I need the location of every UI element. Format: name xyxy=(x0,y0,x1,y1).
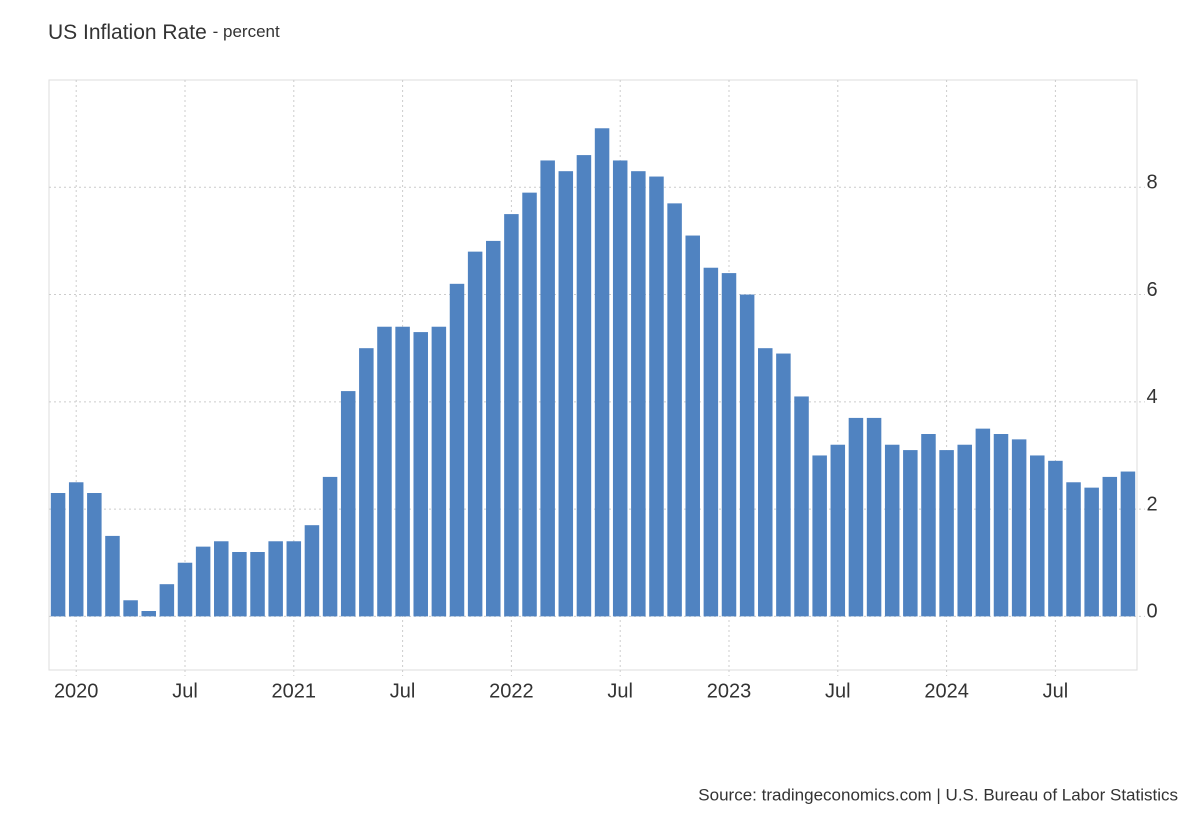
bar xyxy=(558,171,574,617)
bar xyxy=(794,396,809,617)
bar xyxy=(957,444,972,617)
bar xyxy=(1048,460,1063,617)
bar xyxy=(649,176,664,617)
x-tick-label: 2022 xyxy=(489,680,534,702)
bar xyxy=(1084,487,1099,617)
bar xyxy=(739,294,755,617)
bar xyxy=(195,546,211,617)
bar xyxy=(232,552,247,617)
bar xyxy=(1066,482,1081,617)
bar xyxy=(1120,471,1136,617)
x-tick-label: Jul xyxy=(825,680,851,702)
bar xyxy=(975,428,991,617)
x-tick-label: Jul xyxy=(390,680,416,702)
bar xyxy=(993,434,1009,617)
bar xyxy=(866,417,882,617)
plot-frame xyxy=(48,79,1138,671)
bar xyxy=(377,326,392,617)
y-tick-label: 8 xyxy=(1146,172,1157,194)
bar xyxy=(884,444,900,617)
bar xyxy=(286,541,302,617)
x-tick-label: Jul xyxy=(607,680,633,702)
bar xyxy=(721,273,737,617)
bar xyxy=(467,251,483,617)
bar xyxy=(87,493,102,617)
bar xyxy=(431,326,447,617)
bar xyxy=(776,353,791,617)
bar xyxy=(631,171,646,617)
bar xyxy=(903,450,918,617)
bar xyxy=(812,455,827,617)
x-tick-label: 2023 xyxy=(707,680,752,702)
title: US Inflation Rate xyxy=(48,21,207,44)
y-tick-label: 4 xyxy=(1146,386,1157,408)
bar xyxy=(141,611,156,617)
y-tick-label: 0 xyxy=(1146,601,1157,623)
bar xyxy=(848,417,864,617)
subtitle: - percent xyxy=(213,22,280,41)
bar xyxy=(1102,476,1118,617)
chart-title: US Inflation Rate - percent xyxy=(48,21,280,44)
x-tick-label: 2021 xyxy=(272,680,317,702)
bar xyxy=(250,552,265,617)
bar xyxy=(413,332,428,617)
bar xyxy=(703,267,719,617)
bar xyxy=(68,482,84,617)
bar xyxy=(921,434,936,617)
bar xyxy=(123,600,138,617)
bar xyxy=(685,235,700,617)
bar xyxy=(1030,455,1045,617)
x-tick-label: Jul xyxy=(1043,680,1069,702)
bar xyxy=(667,203,682,617)
x-tick-label: 2024 xyxy=(924,680,969,702)
bar xyxy=(594,128,610,617)
bar xyxy=(1011,439,1027,617)
x-tick-label: 2020 xyxy=(54,680,99,702)
bar xyxy=(268,541,283,617)
bar xyxy=(758,348,773,617)
bar xyxy=(340,391,356,617)
bar xyxy=(522,192,537,617)
bar xyxy=(449,283,465,617)
bar xyxy=(540,160,555,617)
y-tick-label: 2 xyxy=(1146,493,1157,515)
bar xyxy=(486,240,501,617)
bar xyxy=(304,525,320,617)
bar xyxy=(612,160,628,617)
bar xyxy=(322,476,338,617)
bar xyxy=(105,535,120,617)
bar xyxy=(504,214,519,617)
bar xyxy=(830,444,846,617)
bar xyxy=(395,326,410,617)
bar xyxy=(939,450,954,617)
y-tick-label: 6 xyxy=(1146,279,1157,301)
x-tick-label: Jul xyxy=(172,680,198,702)
bar xyxy=(359,348,374,617)
bar xyxy=(159,584,175,617)
bar xyxy=(177,562,193,617)
bar xyxy=(50,493,66,617)
bar xyxy=(576,155,592,617)
bar xyxy=(214,541,229,617)
source: Source: tradingeconomics.com | U.S. Bure… xyxy=(698,785,1178,804)
